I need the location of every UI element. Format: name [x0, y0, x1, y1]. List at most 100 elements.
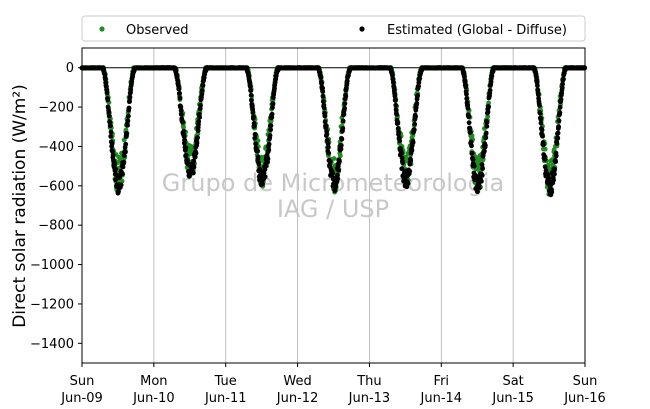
estimated-point — [326, 150, 332, 156]
estimated-point — [485, 109, 491, 115]
estimated-point — [408, 158, 414, 164]
estimated-point — [407, 169, 412, 174]
estimated-point — [553, 159, 559, 165]
y-tick-label: −600 — [38, 179, 74, 194]
estimated-point — [560, 81, 565, 87]
x-tick-date: Jun-16 — [563, 391, 606, 406]
estimated-point — [469, 143, 474, 149]
estimated-point — [247, 84, 253, 89]
estimated-point — [262, 174, 268, 180]
estimated-point — [414, 100, 420, 106]
legend-marker-estimated — [359, 26, 365, 32]
estimated-point — [552, 171, 557, 177]
estimated-point — [118, 182, 124, 188]
x-tick-date: Jun-13 — [348, 391, 391, 406]
estimated-point — [322, 119, 328, 125]
x-tick-label: Mon Jun-10 — [132, 374, 175, 406]
estimated-point — [540, 133, 545, 139]
y-tick-label: −400 — [38, 140, 74, 155]
estimated-point — [393, 107, 399, 113]
x-tick-label: Wed Jun-12 — [276, 374, 319, 406]
estimated-point — [108, 123, 113, 129]
x-tick-day: Sat — [502, 374, 523, 389]
estimated-point — [270, 105, 275, 111]
estimated-point — [483, 135, 488, 141]
x-tick-day: Fri — [434, 374, 450, 389]
estimated-point — [199, 88, 205, 94]
estimated-point — [201, 75, 207, 81]
estimated-point — [342, 105, 347, 111]
estimated-point — [464, 91, 469, 97]
estimated-point — [321, 105, 327, 111]
estimated-point — [113, 166, 119, 172]
estimated-point — [324, 131, 330, 137]
estimated-point — [195, 135, 200, 141]
estimated-point — [272, 85, 277, 91]
estimated-point — [558, 97, 564, 102]
y-tick-label: −800 — [38, 219, 74, 234]
x-tick-label: Thu Jun-13 — [348, 374, 391, 406]
y-tick-label: −1400 — [30, 337, 74, 352]
estimated-point — [340, 126, 346, 131]
estimated-point — [468, 139, 474, 145]
estimated-point — [249, 103, 255, 109]
x-tick-day: Wed — [283, 374, 311, 389]
estimated-point — [183, 152, 189, 158]
estimated-point — [538, 120, 544, 126]
estimated-point — [336, 167, 341, 173]
estimated-point — [557, 110, 563, 116]
x-axis: Sun Jun-09 Mon Jun-10 Tue Jun-11 Wed Jun-12 Thu J… — [60, 363, 606, 406]
estimated-point — [395, 120, 401, 126]
estimated-point — [537, 102, 542, 108]
estimated-point — [340, 118, 346, 124]
y-axis-label: Direct solar radiation (W/m²) — [10, 84, 30, 328]
estimated-point — [178, 108, 184, 113]
y-tick-label: −200 — [38, 101, 74, 116]
estimated-point — [465, 105, 471, 111]
estimated-point — [252, 123, 257, 129]
estimated-point — [325, 141, 331, 147]
x-tick-label: Sat Jun-15 — [491, 374, 534, 406]
estimated-point — [127, 94, 133, 100]
estimated-point — [200, 82, 206, 88]
x-tick-day: Tue — [214, 374, 237, 389]
estimated-point — [482, 142, 488, 148]
estimated-point — [195, 128, 201, 134]
estimated-point — [413, 114, 418, 120]
estimated-point — [343, 93, 349, 99]
estimated-point — [108, 133, 114, 139]
y-tick-label: −1200 — [30, 297, 74, 312]
observed-point — [486, 100, 491, 106]
y-axis: 0 −200 −400 −600 −800 −1000 −1200 −1400 — [30, 61, 82, 352]
estimated-point — [330, 171, 335, 176]
estimated-point — [344, 78, 350, 84]
estimated-point — [471, 163, 477, 169]
x-tick-date: Jun-14 — [420, 391, 463, 406]
estimated-point — [535, 92, 541, 97]
estimated-point — [177, 95, 183, 101]
estimated-point — [180, 119, 186, 125]
legend-box — [81, 15, 586, 42]
estimated-point — [323, 123, 329, 128]
estimated-point — [484, 119, 490, 125]
estimated-point — [268, 123, 274, 129]
x-tick-day: Mon — [140, 374, 167, 389]
x-tick-date: Jun-09 — [60, 391, 103, 406]
estimated-point — [256, 161, 262, 167]
estimated-point — [463, 84, 469, 90]
estimated-point — [487, 88, 493, 93]
estimated-point — [467, 129, 473, 135]
estimated-point — [412, 121, 418, 127]
y-tick-label: −1000 — [30, 258, 74, 273]
estimated-point — [410, 140, 416, 145]
estimated-point — [415, 93, 421, 98]
observed-point — [337, 153, 343, 159]
estimated-point — [255, 154, 261, 160]
estimated-point — [128, 87, 134, 93]
estimated-point — [125, 118, 131, 124]
plot-frame — [81, 47, 586, 364]
estimated-point — [395, 126, 401, 131]
estimated-point — [409, 148, 415, 153]
observed-point — [181, 124, 186, 130]
